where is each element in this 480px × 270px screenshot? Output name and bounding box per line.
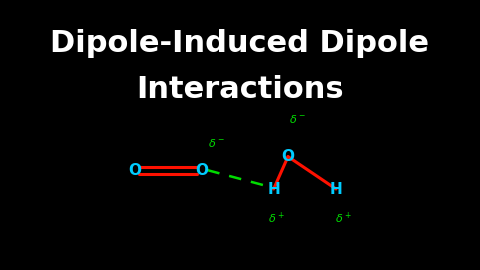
Text: H: H: [330, 181, 342, 197]
Text: $\delta^-$: $\delta^-$: [208, 137, 224, 149]
Text: O: O: [281, 149, 295, 164]
Text: O: O: [195, 163, 208, 178]
Text: O: O: [128, 163, 141, 178]
Text: H: H: [267, 181, 280, 197]
Text: Interactions: Interactions: [136, 75, 344, 104]
Text: $\delta^+$: $\delta^+$: [335, 211, 351, 226]
Text: $\delta^-$: $\delta^-$: [289, 113, 306, 125]
Text: Dipole-Induced Dipole: Dipole-Induced Dipole: [50, 29, 430, 58]
Text: $\delta^+$: $\delta^+$: [268, 211, 284, 226]
